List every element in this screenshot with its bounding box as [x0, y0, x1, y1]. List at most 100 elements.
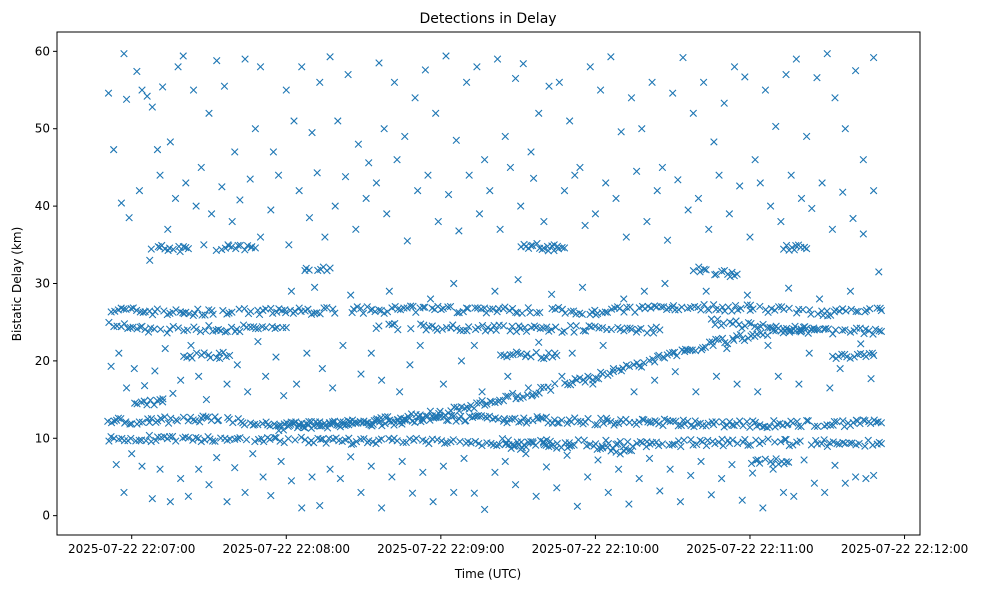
- data-point: [771, 438, 779, 446]
- data-point: [471, 304, 479, 312]
- data-point: [453, 309, 461, 317]
- data-point: [512, 308, 520, 316]
- data-point: [610, 421, 618, 429]
- data-point: [632, 167, 641, 175]
- data-point: [584, 414, 592, 423]
- data-point: [200, 349, 208, 357]
- data-point: [875, 438, 883, 447]
- data-point: [227, 243, 236, 251]
- data-point: [838, 350, 846, 359]
- data-point: [839, 438, 847, 447]
- data-point: [506, 351, 514, 359]
- data-point: [820, 488, 829, 497]
- data-point: [297, 433, 306, 441]
- data-point: [728, 421, 736, 429]
- data-point: [171, 194, 180, 203]
- data-point: [698, 344, 707, 352]
- data-point: [236, 327, 244, 336]
- data-point: [464, 323, 473, 331]
- data-point: [672, 417, 680, 426]
- data-point: [144, 328, 153, 336]
- data-point: [378, 422, 386, 430]
- data-point: [494, 415, 503, 423]
- data-point: [107, 362, 115, 370]
- data-point: [480, 155, 489, 164]
- data-point: [782, 324, 791, 333]
- data-point: [287, 420, 295, 428]
- data-point: [736, 330, 745, 339]
- data-point: [478, 388, 486, 396]
- data-point: [666, 417, 674, 426]
- data-point: [436, 407, 444, 416]
- data-point: [536, 308, 544, 317]
- data-point: [352, 419, 360, 427]
- data-point: [278, 323, 287, 332]
- data-point: [545, 82, 553, 90]
- data-point: [110, 417, 119, 425]
- data-point: [579, 326, 588, 335]
- data-point: [634, 325, 642, 334]
- data-point: [421, 303, 429, 311]
- data-point: [295, 186, 303, 195]
- data-point: [821, 324, 830, 333]
- data-point: [393, 155, 401, 164]
- data-point: [187, 341, 195, 350]
- data-point: [439, 304, 447, 313]
- data-point: [449, 436, 458, 444]
- data-point: [133, 67, 141, 76]
- data-point: [766, 202, 775, 210]
- data-point: [213, 56, 221, 65]
- data-point: [687, 436, 695, 444]
- data-point: [207, 210, 216, 218]
- data-point: [323, 424, 332, 432]
- y-tick-label: 0: [42, 509, 50, 523]
- data-point: [527, 148, 535, 156]
- data-point: [241, 488, 249, 497]
- data-point: [730, 63, 739, 71]
- data-point: [503, 419, 511, 427]
- data-point: [165, 325, 174, 333]
- data-point: [501, 457, 509, 466]
- data-point: [805, 349, 813, 357]
- data-point: [797, 194, 806, 203]
- data-point: [846, 354, 854, 362]
- data-point: [209, 310, 217, 318]
- data-point: [129, 304, 137, 312]
- data-point: [240, 421, 249, 429]
- data-point: [711, 271, 719, 279]
- data-point: [635, 474, 643, 483]
- data-point: [254, 337, 262, 346]
- data-point: [200, 241, 208, 249]
- data-point: [555, 78, 564, 86]
- data-point: [450, 279, 458, 288]
- data-point: [105, 318, 113, 327]
- data-point: [774, 372, 783, 381]
- data-point: [877, 327, 886, 336]
- data-point: [751, 155, 759, 164]
- data-point: [214, 325, 223, 334]
- data-point: [599, 419, 608, 428]
- data-point: [748, 469, 757, 477]
- data-point: [429, 498, 437, 506]
- data-point: [622, 233, 631, 241]
- data-point: [838, 326, 847, 335]
- data-point: [504, 392, 512, 400]
- data-point: [574, 417, 582, 425]
- data-point: [810, 479, 819, 487]
- data-point: [450, 488, 458, 497]
- data-point: [394, 305, 402, 313]
- data-point: [439, 462, 448, 470]
- data-point: [114, 414, 123, 422]
- data-point: [869, 471, 878, 480]
- data-point: [743, 301, 751, 309]
- data-point: [214, 416, 223, 424]
- data-point: [543, 323, 551, 331]
- data-point: [493, 441, 501, 450]
- data-point: [354, 140, 363, 148]
- data-point: [747, 319, 755, 328]
- data-point: [463, 327, 471, 335]
- data-point: [475, 439, 483, 448]
- data-point: [697, 306, 705, 314]
- data-point: [465, 171, 473, 179]
